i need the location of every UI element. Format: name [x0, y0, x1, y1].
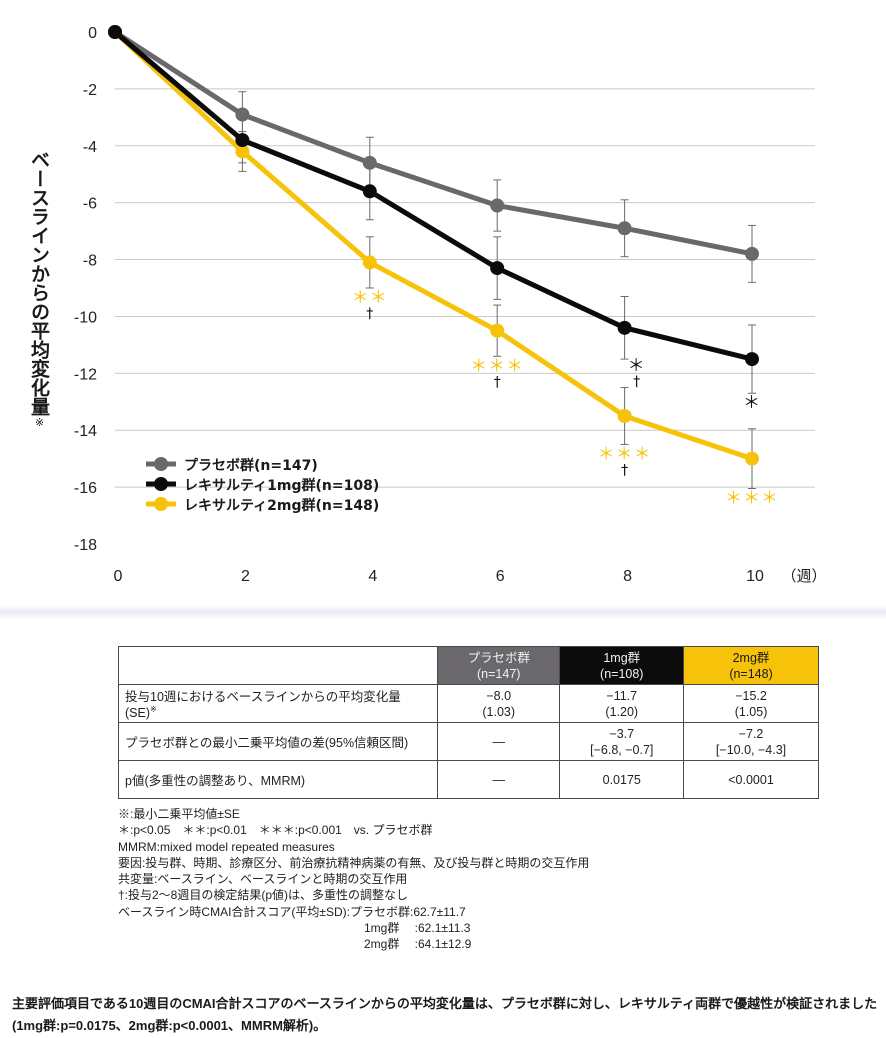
significance-stars: ＊＊＊ — [598, 444, 652, 464]
y-tick-label: -14 — [74, 423, 97, 440]
x-tick-label: 8 — [623, 568, 632, 585]
table-cell: −7.2 [−10.0, −4.3] — [683, 722, 819, 761]
significance-stars: ＊＊ — [352, 288, 388, 308]
data-point — [362, 155, 377, 170]
footnote: 要因:投与群、時期、診療区分、前治療抗精神病薬の有無、及び投与群と時期の交互作用 — [118, 855, 590, 870]
table-row-label: プラセボ群との最小二乗平均値の差(95%信頼区間) — [118, 722, 438, 761]
table-cell: −3.7 [−6.8, −0.7] — [559, 722, 685, 761]
footnote: ※:最小二乗平均値±SE — [118, 807, 240, 821]
data-point — [745, 246, 759, 261]
y-tick-label: -2 — [83, 82, 97, 99]
error-bars — [238, 91, 756, 490]
data-point — [490, 198, 505, 213]
dagger-mark: † — [621, 462, 628, 478]
data-points — [108, 25, 759, 466]
table-cell: 0.0175 — [559, 760, 685, 799]
table-row-label: p値(多重性の調整あり、MMRM) — [118, 760, 438, 799]
data-point — [490, 323, 505, 338]
legend-label: レキサルティ2mg群(n=148) — [184, 497, 379, 514]
significance-annotations: ＊＊†＊＊＊†＊†＊＊＊†＊＊＊＊ — [352, 288, 779, 509]
table-cell: −8.0 (1.03) — [436, 684, 561, 723]
y-axis-label-note: ※ — [33, 416, 46, 429]
table-row: p値(多重性の調整あり、MMRM) — 0.0175 <0.0001 — [118, 760, 819, 799]
data-point — [362, 184, 377, 199]
series-lines — [113, 29, 753, 462]
table-cell: −11.7 (1.20) — [559, 684, 685, 723]
data-point — [745, 451, 759, 466]
legend-swatch-dot — [154, 477, 168, 491]
footnote: 1mg群 :62.1±11.3 — [364, 921, 471, 936]
significance-stars: ＊ — [743, 393, 761, 413]
significance-stars: ＊＊＊ — [470, 356, 524, 376]
x-tick-label: 10 — [746, 568, 764, 585]
y-tick-labels: 0 -2 -4 -6 -8 -10 -12 -14 -16 -18 — [74, 25, 97, 554]
y-tick-label: -4 — [83, 139, 97, 156]
table-row: 投与10週におけるベースラインからの平均変化量(SE)※ −8.0 (1.03) … — [118, 684, 819, 723]
y-axis-label-text: ベースラインからの平均変化量 — [28, 150, 50, 416]
data-point — [235, 144, 250, 159]
section-divider — [0, 606, 886, 620]
y-axis-label: ベースラインからの平均変化量※ — [20, 150, 50, 429]
footnotes: ※:最小二乗平均値±SE ＊:p<0.05 ＊＊:p<0.01 ＊＊＊:p<0.… — [118, 806, 589, 953]
y-tick-label: -12 — [74, 366, 97, 383]
footnote: 2mg群 :64.1±12.9 — [364, 937, 472, 952]
data-point — [745, 352, 759, 367]
data-point — [362, 255, 377, 270]
data-point — [617, 221, 632, 236]
data-point — [490, 261, 505, 276]
results-table: プラセボ群 (n=147) 1mg群 (n=108) 2mg群 (n=148) 投与1… — [118, 646, 819, 799]
y-tick-label: -8 — [83, 253, 97, 270]
footnote: †:投与2〜8週目の検定結果(p値)は、多重性の調整なし — [118, 888, 409, 903]
series-line — [113, 29, 753, 257]
data-point — [235, 107, 250, 122]
data-point — [108, 25, 122, 39]
summary-text: 主要評価項目である10週目のCMAI合計スコアのベースラインからの平均変化量は、… — [12, 996, 878, 1033]
table-header-empty — [118, 646, 438, 685]
y-tick-label: -16 — [74, 480, 97, 497]
legend-swatch-dot — [154, 497, 168, 511]
footnote: ベースライン時CMAI合計スコア(平均±SD):プラセボ群:62.7±11.7 — [118, 904, 466, 919]
series-line — [113, 30, 753, 362]
series-line — [113, 30, 753, 462]
x-tick-label: 2 — [241, 568, 250, 585]
table-header-placebo: プラセボ群 (n=147) — [436, 646, 561, 685]
legend: プラセボ群(n=147) レキサルティ1mg群(n=108) レキサルティ2mg群(… — [146, 457, 379, 514]
x-tick-label: 6 — [496, 568, 505, 585]
x-tick-label: 4 — [368, 568, 377, 585]
y-tick-label: 0 — [88, 25, 97, 42]
dagger-mark: † — [494, 374, 501, 390]
table-row: プラセボ群との最小二乗平均値の差(95%信頼区間) — −3.7 [−6.8, −… — [118, 722, 819, 761]
legend-swatch-dot — [154, 457, 168, 471]
table-cell: — — [436, 722, 561, 761]
data-point — [617, 320, 632, 335]
table-header-2mg: 2mg群 (n=148) — [683, 646, 819, 685]
legend-label: レキサルティ1mg群(n=108) — [184, 477, 379, 494]
dagger-mark: † — [366, 306, 373, 322]
x-tick-labels: 0 2 4 6 8 10 （週） — [114, 567, 827, 585]
table-row-label: 投与10週におけるベースラインからの平均変化量(SE)※ — [118, 684, 438, 723]
y-tick-label: -6 — [83, 196, 97, 213]
table-header-row: プラセボ群 (n=147) 1mg群 (n=108) 2mg群 (n=148) — [118, 646, 819, 685]
gridlines — [115, 88, 815, 488]
significance-stars: ＊＊＊ — [725, 489, 779, 509]
y-tick-label: -18 — [74, 537, 97, 554]
dagger-mark: † — [633, 374, 640, 390]
x-axis-unit: （週） — [781, 567, 826, 585]
legend-label: プラセボ群(n=147) — [184, 457, 318, 474]
line-chart: 0-2-4-6-8-10-12-14-16-18 0 2 4 6 8 10 （週） ＊＊†＊… — [74, 25, 827, 585]
footnote: MMRM:mixed model repeated measures — [118, 839, 335, 854]
footnote: 共変量:ベースライン、ベースラインと時期の交互作用 — [118, 872, 408, 887]
footnote: ＊:p<0.05 ＊＊:p<0.01 ＊＊＊:p<0.001 vs. プラセボ群 — [118, 823, 433, 838]
x-tick-label: 0 — [114, 568, 123, 585]
table-cell: −15.2 (1.05) — [683, 684, 819, 723]
table-cell: — — [436, 760, 561, 799]
table-header-1mg: 1mg群 (n=108) — [559, 646, 685, 685]
y-tick-label: -10 — [74, 309, 97, 326]
data-point — [617, 409, 632, 423]
data-point — [235, 133, 250, 148]
chart-area: 0 -2 -4 -6 -8 -10 -12 -14 -16 -18 0 2 4 6 8 10 （週） ＊＊ † ＊… — [20, 25, 827, 585]
table-cell: <0.0001 — [683, 760, 819, 799]
significance-stars: ＊ — [628, 356, 646, 376]
